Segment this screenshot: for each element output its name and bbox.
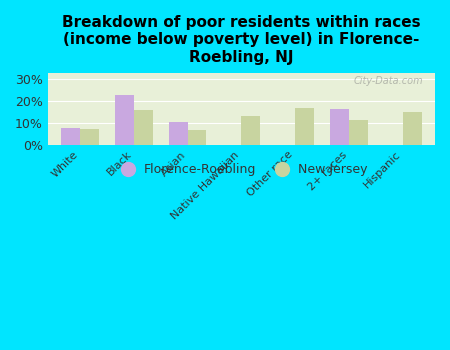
- Text: City-Data.com: City-Data.com: [354, 77, 423, 86]
- Bar: [188, 131, 207, 145]
- Bar: [80, 130, 99, 145]
- Title: Breakdown of poor residents within races
(income below poverty level) in Florenc: Breakdown of poor residents within races…: [62, 15, 421, 65]
- Bar: [403, 112, 422, 145]
- Bar: [169, 122, 188, 145]
- Bar: [115, 94, 134, 145]
- Legend: Florence-Roebling, New Jersey: Florence-Roebling, New Jersey: [110, 158, 372, 181]
- Bar: [61, 128, 80, 145]
- Bar: [295, 108, 314, 145]
- Bar: [349, 120, 368, 145]
- Bar: [241, 116, 260, 145]
- Bar: [134, 110, 153, 145]
- Bar: [330, 109, 349, 145]
